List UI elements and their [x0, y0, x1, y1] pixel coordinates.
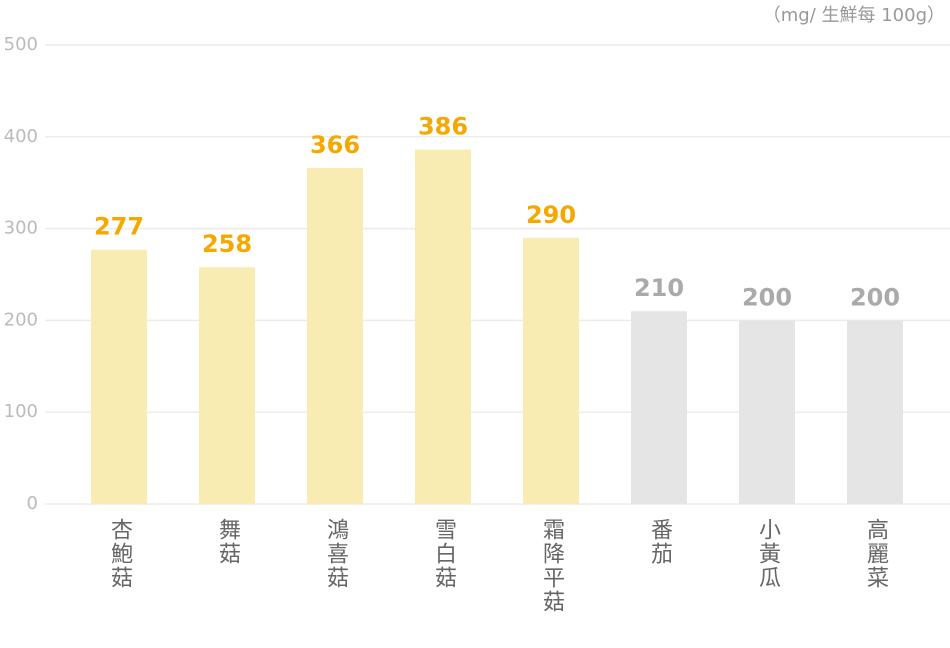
x-tick-label: 舞菇	[215, 518, 241, 566]
bar	[307, 168, 363, 504]
value-label: 290	[526, 201, 576, 229]
y-tick-label: 200	[4, 309, 38, 330]
y-tick-label: 0	[27, 493, 38, 514]
value-label: 200	[850, 283, 900, 311]
x-tick-label: 小黃瓜	[755, 518, 781, 590]
value-label: 200	[742, 283, 792, 311]
x-tick-label: 高麗菜	[863, 518, 889, 590]
x-tick-label: 霜降平菇	[539, 518, 565, 614]
bar	[739, 320, 795, 504]
value-label: 386	[418, 113, 468, 141]
x-tick-label: 鴻喜菇	[323, 518, 349, 590]
value-label: 366	[310, 131, 360, 159]
value-label: 277	[94, 213, 144, 241]
y-tick-label: 400	[4, 126, 38, 147]
bar	[199, 267, 255, 504]
value-label: 210	[634, 274, 684, 302]
y-tick-label: 500	[4, 34, 38, 55]
x-tick-label: 杏鮑菇	[107, 518, 133, 590]
bar	[631, 311, 687, 504]
bar	[91, 249, 147, 504]
y-tick-label: 300	[4, 218, 38, 239]
y-tick-label: 100	[4, 401, 38, 422]
bar	[847, 320, 903, 504]
bar	[415, 149, 471, 505]
value-label: 258	[202, 230, 252, 258]
x-tick-label: 雪白菇	[431, 518, 457, 590]
bar	[523, 237, 579, 504]
x-tick-label: 番茄	[647, 518, 673, 566]
unit-annotation: （mg/ 生鮮每 100g）	[763, 5, 945, 26]
